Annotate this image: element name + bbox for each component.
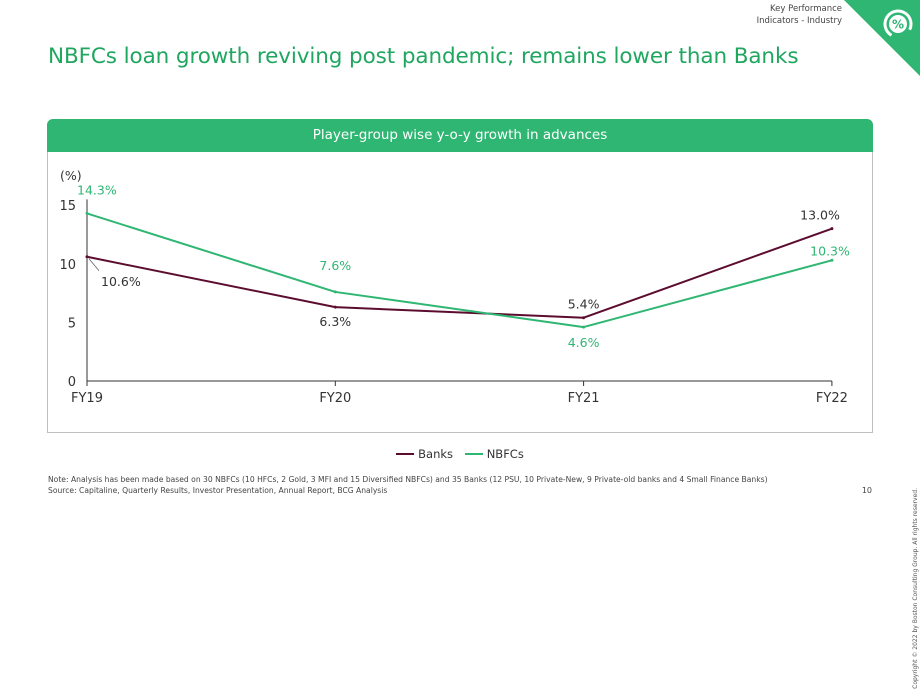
data-point-banks-fy22	[830, 227, 834, 231]
y-tick-label-15: 15	[59, 199, 76, 214]
data-label-banks-fy19: 10.6%	[101, 274, 141, 289]
percent-gauge-icon: %	[883, 9, 913, 39]
y-tick-label-10: 10	[59, 258, 76, 273]
footnote-note: Note: Analysis has been made based on 30…	[48, 475, 768, 484]
page-number: 10	[861, 486, 872, 495]
legend-label-nbfcs: NBFCs	[486, 447, 524, 461]
series-line-banks	[86, 227, 833, 319]
chart-labels: 10.6% 6.3% 5.4% 13.0% 14.3% 7.6% 4.6% 10.3%	[77, 182, 850, 350]
y-tick-label-5: 5	[68, 316, 76, 331]
section-label-line1: Key Performance	[770, 4, 842, 14]
series-line-nbfcs	[86, 212, 833, 329]
chart-panel-header: Player-group wise y-o-y growth in advanc…	[47, 119, 873, 152]
data-label-nbfcs-fy21: 4.6%	[568, 335, 600, 350]
x-tick-label-fy19: FY19	[71, 391, 103, 406]
y-tick-label-0: 0	[68, 375, 76, 390]
data-label-nbfcs-fy19: 14.3%	[77, 182, 117, 197]
data-point-nbfcs-fy21	[582, 325, 586, 329]
data-label-banks-fy21: 5.4%	[568, 297, 600, 312]
corner-decoration	[844, 0, 920, 76]
data-label-nbfcs-fy22: 10.3%	[810, 243, 850, 258]
y-axis-title: (%)	[60, 168, 82, 183]
legend-item-nbfcs: NBFCs	[464, 447, 524, 461]
footnote: Note: Analysis has been made based on 30…	[48, 474, 768, 496]
data-label-nbfcs-fy20: 7.6%	[319, 258, 351, 273]
chart-legend: Banks NBFCs	[0, 444, 920, 461]
x-tick-label-fy20: FY20	[319, 391, 351, 406]
data-point-nbfcs-fy19	[85, 211, 89, 215]
page-title: NBFCs loan growth reviving post pandemic…	[48, 44, 799, 69]
legend-swatch-nbfcs	[464, 453, 483, 455]
data-point-banks-fy21	[582, 316, 586, 320]
x-tick-label-fy21: FY21	[568, 391, 600, 406]
footnote-source: Source: Capitaline, Quarterly Results, I…	[48, 486, 388, 495]
chart-axes: 0 5 10 15 (%) FY19 FY20 FY21 FY22	[59, 168, 847, 406]
chart-panel	[47, 119, 873, 433]
data-point-nbfcs-fy20	[333, 290, 337, 294]
data-point-banks-fy20	[333, 305, 337, 309]
data-label-banks-fy20: 6.3%	[319, 314, 351, 329]
section-label-line2: Indicators - Industry	[756, 16, 842, 26]
data-label-banks-fy22: 13.0%	[800, 208, 840, 223]
data-point-nbfcs-fy22	[830, 258, 834, 262]
x-tick-label-fy22: FY22	[816, 391, 848, 406]
chart-lines	[85, 211, 834, 329]
legend-swatch-banks	[396, 453, 415, 455]
section-label: Key Performance Indicators - Industry	[757, 3, 842, 27]
data-point-banks-fy19	[85, 255, 89, 259]
legend-item-banks: Banks	[396, 447, 453, 461]
copyright-text: Copyright © 2022 by Boston Consulting Gr…	[912, 488, 919, 689]
data-label-leader-banks-fy19	[88, 258, 100, 272]
legend-label-banks: Banks	[418, 447, 454, 461]
corner-icon-symbol: %	[892, 18, 904, 32]
